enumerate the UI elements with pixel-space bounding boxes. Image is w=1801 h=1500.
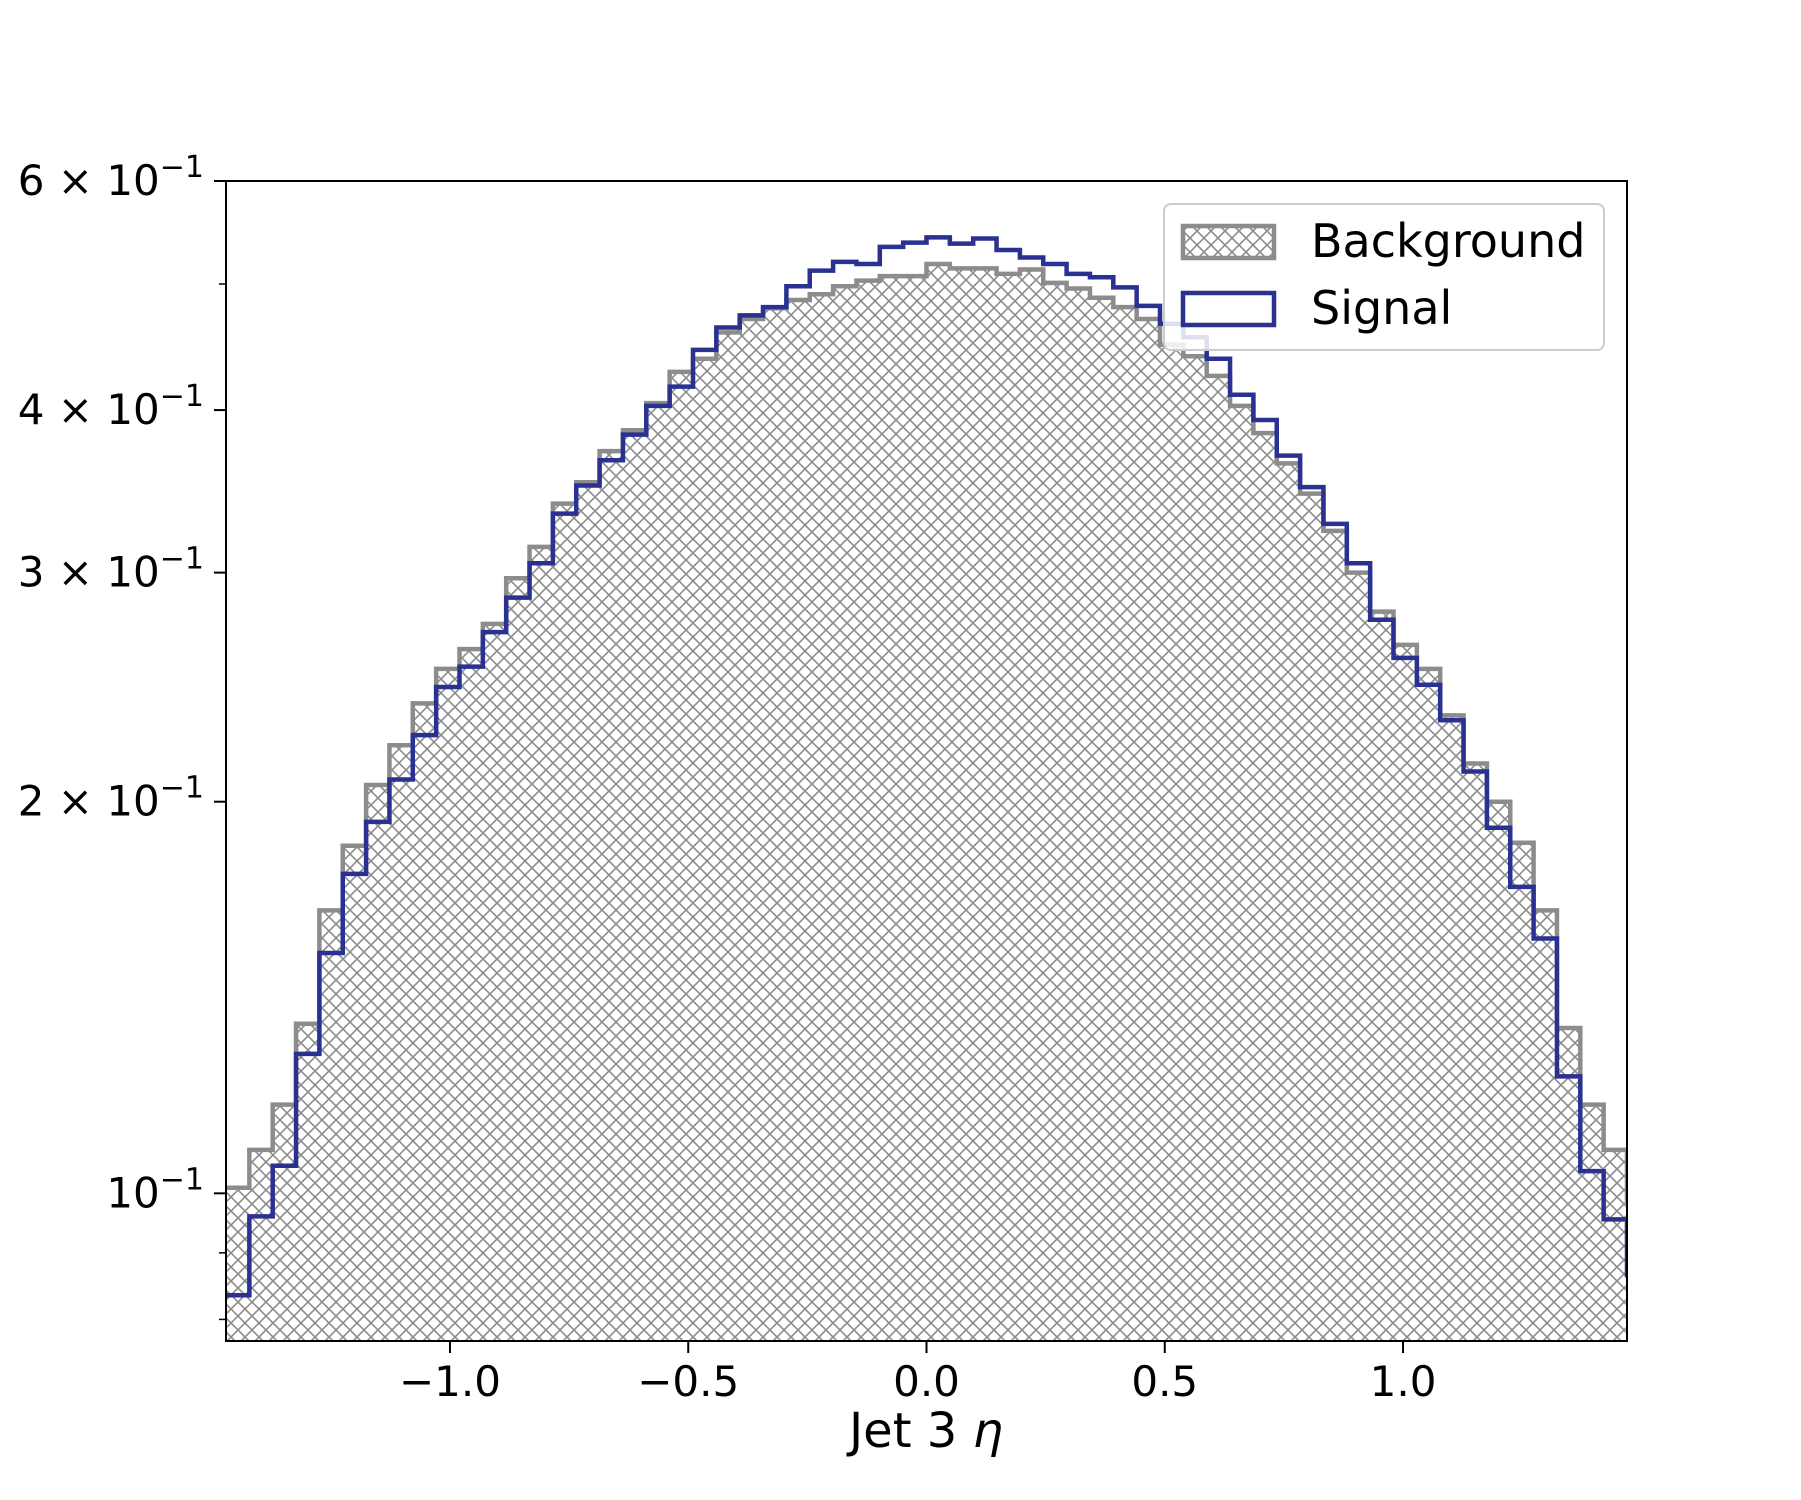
x-tick-label: 1.0 <box>1370 1357 1437 1406</box>
legend-signal-swatch <box>1180 290 1277 328</box>
x-tick-label: −0.5 <box>637 1357 739 1406</box>
x-tick-label: −1.0 <box>399 1357 501 1406</box>
y-tick-label: 4 × 10−1 <box>18 379 204 434</box>
x-axis-title-symbol: η <box>973 1403 1003 1459</box>
x-tick-label: 0.0 <box>893 1357 960 1406</box>
y-tick-label: 6 × 10−1 <box>18 150 204 205</box>
x-tick-label: 0.5 <box>1131 1357 1198 1406</box>
plot-area <box>226 235 1627 1341</box>
y-tick-label: 10−1 <box>106 1162 204 1217</box>
y-tick-label: 2 × 10−1 <box>18 771 204 826</box>
y-axis: 6 × 10−1 4 × 10−1 3 × 10−1 2 × 10−1 10−1 <box>18 150 226 1321</box>
x-axis-title: Jet 3 η <box>846 1403 1003 1459</box>
background-step-line <box>226 261 1627 1202</box>
y-tick-label: 3 × 10−1 <box>18 542 204 597</box>
x-axis: −1.0 −0.5 0.0 0.5 1.0 <box>399 1341 1436 1406</box>
background-hatched-fill <box>226 264 1627 1341</box>
signal-step-line <box>226 235 1627 1298</box>
legend-signal-label: Signal <box>1311 281 1452 335</box>
legend-background-swatch <box>1180 223 1277 261</box>
legend: Background Signal <box>1163 203 1605 351</box>
x-axis-title-text: Jet 3 <box>846 1403 957 1459</box>
legend-background-label: Background <box>1311 214 1585 268</box>
